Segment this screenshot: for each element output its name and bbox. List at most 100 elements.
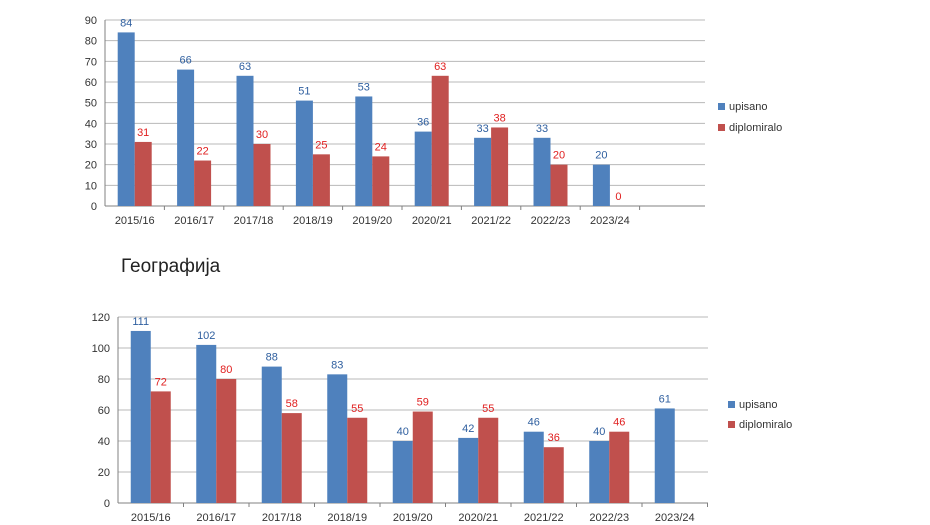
y-tick-2-0: 0 bbox=[104, 498, 110, 510]
bar-1-upisano-2018/19 bbox=[295, 100, 313, 206]
x-tick-2-2020/21: 2020/21 bbox=[458, 512, 498, 524]
bar-1-upisano-2017/18 bbox=[236, 75, 254, 206]
x-tick-1-2021/22: 2021/22 bbox=[471, 215, 511, 227]
data-label-1-upisano-2021/22: 33 bbox=[476, 123, 488, 135]
data-label-2-upisano-2023/24: 61 bbox=[659, 393, 671, 405]
data-label-2-diplomiralo-2022/23: 46 bbox=[613, 417, 625, 429]
data-label-2-upisano-2018/19: 83 bbox=[331, 359, 343, 371]
data-label-2-diplomiralo-2021/22: 36 bbox=[548, 432, 560, 444]
bar-1-upisano-2019/20 bbox=[355, 96, 373, 206]
bar-1-diplomiralo-2016/17 bbox=[194, 160, 212, 206]
x-tick-1-2018/19: 2018/19 bbox=[293, 215, 333, 227]
bar-1-diplomiralo-2021/22 bbox=[491, 127, 509, 206]
y-tick-2-100: 100 bbox=[92, 343, 110, 355]
x-tick-2-2022/23: 2022/23 bbox=[589, 512, 629, 524]
data-label-1-upisano-2023/24: 20 bbox=[595, 150, 607, 162]
x-tick-2-2019/20: 2019/20 bbox=[393, 512, 433, 524]
data-label-2-upisano-2021/22: 46 bbox=[528, 417, 540, 429]
data-label-1-upisano-2016/17: 66 bbox=[179, 55, 191, 67]
data-label-2-upisano-2020/21: 42 bbox=[462, 423, 474, 435]
bar-1-upisano-2021/22 bbox=[474, 137, 492, 206]
legend-label-2-diplomiralo: diplomiralo bbox=[739, 419, 792, 431]
legend-swatch-1-upisano bbox=[718, 103, 725, 110]
data-label-1-upisano-2017/18: 63 bbox=[239, 61, 251, 73]
y-tick-1-60: 60 bbox=[85, 77, 97, 89]
x-tick-1-2020/21: 2020/21 bbox=[412, 215, 452, 227]
section-title: Географија bbox=[121, 256, 221, 277]
data-label-2-upisano-2019/20: 40 bbox=[397, 426, 409, 438]
legend-swatch-2-diplomiralo bbox=[728, 421, 735, 428]
data-label-1-diplomiralo-2015/16: 31 bbox=[137, 127, 149, 139]
bar-2-upisano-2019/20 bbox=[392, 441, 413, 503]
data-label-1-diplomiralo-2023/24: 0 bbox=[615, 191, 621, 203]
data-label-1-upisano-2018/19: 51 bbox=[298, 86, 310, 98]
data-label-2-diplomiralo-2017/18: 58 bbox=[286, 398, 298, 410]
bar-2-upisano-2015/16 bbox=[130, 330, 151, 503]
x-tick-1-2019/20: 2019/20 bbox=[352, 215, 392, 227]
y-tick-2-40: 40 bbox=[98, 436, 110, 448]
bar-1-diplomiralo-2020/21 bbox=[431, 75, 449, 206]
y-tick-1-70: 70 bbox=[85, 56, 97, 68]
data-label-1-upisano-2020/21: 36 bbox=[417, 117, 429, 129]
bar-2-diplomiralo-2022/23 bbox=[609, 431, 630, 503]
y-tick-2-120: 120 bbox=[92, 312, 110, 324]
data-label-1-diplomiralo-2019/20: 24 bbox=[375, 141, 387, 153]
y-tick-1-50: 50 bbox=[85, 98, 97, 110]
data-label-1-diplomiralo-2021/22: 38 bbox=[493, 112, 505, 124]
x-tick-2-2023/24: 2023/24 bbox=[655, 512, 695, 524]
legend-label-2-upisano: upisano bbox=[739, 399, 778, 411]
bar-2-diplomiralo-2020/21 bbox=[478, 417, 499, 503]
y-tick-2-80: 80 bbox=[98, 374, 110, 386]
y-tick-1-10: 10 bbox=[85, 180, 97, 192]
legend-label-1-upisano: upisano bbox=[729, 101, 768, 113]
bar-1-diplomiralo-2017/18 bbox=[253, 144, 271, 206]
data-label-2-upisano-2016/17: 102 bbox=[197, 330, 215, 342]
x-tick-1-2015/16: 2015/16 bbox=[115, 215, 155, 227]
x-tick-2-2015/16: 2015/16 bbox=[131, 512, 171, 524]
data-label-1-upisano-2015/16: 84 bbox=[120, 17, 132, 29]
data-label-1-upisano-2022/23: 33 bbox=[536, 123, 548, 135]
data-label-2-upisano-2015/16: 111 bbox=[132, 316, 149, 328]
legend-swatch-2-upisano bbox=[728, 401, 735, 408]
y-tick-1-90: 90 bbox=[85, 15, 97, 27]
data-label-2-diplomiralo-2019/20: 59 bbox=[417, 397, 429, 409]
data-label-1-diplomiralo-2016/17: 22 bbox=[196, 146, 208, 158]
bar-1-upisano-2015/16 bbox=[117, 32, 135, 207]
x-tick-1-2023/24: 2023/24 bbox=[590, 215, 630, 227]
data-label-2-upisano-2017/18: 88 bbox=[266, 352, 278, 364]
y-tick-1-0: 0 bbox=[91, 201, 97, 213]
bar-2-diplomiralo-2016/17 bbox=[216, 379, 237, 503]
bar-2-diplomiralo-2017/18 bbox=[281, 413, 302, 503]
x-tick-1-2022/23: 2022/23 bbox=[531, 215, 571, 227]
legend-swatch-1-diplomiralo bbox=[718, 124, 725, 131]
bar-2-diplomiralo-2019/20 bbox=[412, 411, 433, 503]
y-tick-2-20: 20 bbox=[98, 467, 110, 479]
data-label-2-diplomiralo-2018/19: 55 bbox=[351, 403, 363, 415]
data-label-1-diplomiralo-2020/21: 63 bbox=[434, 61, 446, 73]
bar-1-diplomiralo-2018/19 bbox=[312, 154, 330, 206]
bar-1-diplomiralo-2019/20 bbox=[372, 156, 390, 206]
x-tick-1-2016/17: 2016/17 bbox=[174, 215, 214, 227]
bar-1-upisano-2023/24 bbox=[592, 164, 610, 206]
data-label-1-upisano-2019/20: 53 bbox=[358, 81, 370, 93]
data-label-2-diplomiralo-2015/16: 72 bbox=[155, 376, 167, 388]
bar-2-diplomiralo-2018/19 bbox=[347, 417, 368, 503]
bar-1-diplomiralo-2022/23 bbox=[550, 164, 568, 206]
data-label-2-diplomiralo-2020/21: 55 bbox=[482, 403, 494, 415]
y-tick-1-20: 20 bbox=[85, 160, 97, 172]
bar-1-upisano-2022/23 bbox=[533, 137, 551, 206]
y-tick-2-60: 60 bbox=[98, 405, 110, 417]
data-label-1-diplomiralo-2017/18: 30 bbox=[256, 129, 268, 141]
bar-2-upisano-2017/18 bbox=[261, 366, 282, 503]
legend-label-1-diplomiralo: diplomiralo bbox=[729, 122, 782, 134]
bar-1-upisano-2016/17 bbox=[177, 69, 195, 206]
data-label-1-diplomiralo-2018/19: 25 bbox=[315, 139, 327, 151]
bar-1-diplomiralo-2015/16 bbox=[134, 141, 152, 206]
bar-2-upisano-2020/21 bbox=[458, 437, 479, 503]
bar-2-upisano-2018/19 bbox=[327, 374, 348, 503]
y-tick-1-30: 30 bbox=[85, 139, 97, 151]
y-tick-1-80: 80 bbox=[85, 36, 97, 48]
bar-2-upisano-2022/23 bbox=[589, 441, 610, 503]
